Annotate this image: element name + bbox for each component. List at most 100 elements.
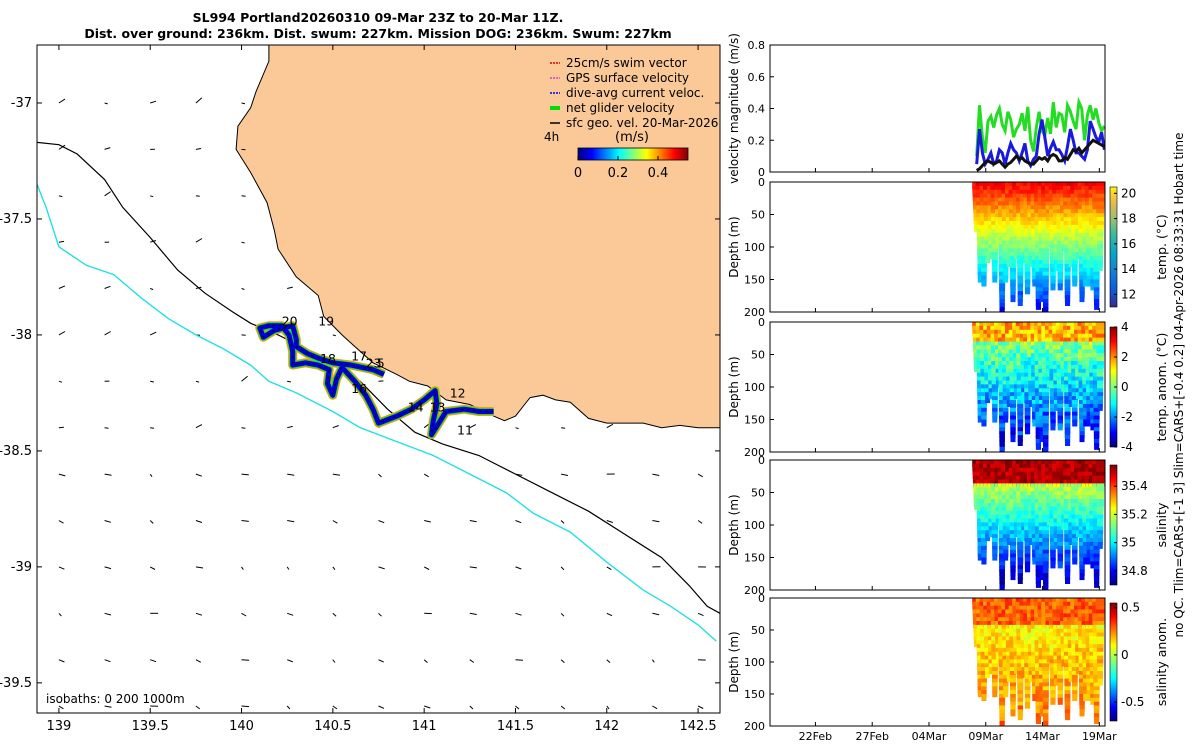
panel-y-tick-label: 100 (744, 656, 765, 669)
profile-cell (1050, 561, 1055, 568)
profile-cell (1098, 542, 1103, 549)
panel-y-tick-label: 150 (744, 552, 765, 565)
panel-colorbar-tick-label: -4 (1121, 440, 1133, 454)
current-vector (242, 428, 246, 429)
colorbar-prefix: 4h (544, 130, 559, 144)
current-vector (150, 381, 154, 382)
current-vector (196, 196, 200, 197)
profile-cell (1000, 447, 1005, 454)
dive-label: 19 (318, 314, 334, 329)
panel-y-tick-label: 200 (744, 720, 765, 733)
panel-x-tick-label: 14Mar (1025, 730, 1060, 743)
map-x-tick-label: 141 (412, 719, 437, 734)
panel-y-tick-label: 0 (758, 176, 765, 189)
panel-x-tick-label: 09Mar (968, 730, 1003, 743)
profile-cell (1043, 721, 1048, 728)
panel-colorbar-label: salinity (1154, 502, 1169, 547)
profile-cell (1094, 581, 1099, 588)
profile-cell (1098, 404, 1103, 411)
profile-cell (1043, 307, 1048, 314)
dive-label: 20 (282, 314, 298, 329)
profile-cell (1080, 709, 1085, 716)
profile-cell (992, 276, 997, 283)
panel-colorbar-tick-label: 16 (1121, 237, 1136, 251)
map-y-tick-label: -37 (11, 96, 32, 111)
panel-x-tick-label: 19Mar (1082, 730, 1117, 743)
profile-cell (1018, 299, 1023, 306)
panel-y-tick-label: 100 (744, 381, 765, 394)
panel-y-tick-label: 100 (744, 519, 765, 532)
panel-colorbar-tick-label: 20 (1121, 186, 1136, 200)
map-x-tick-label: 142 (594, 719, 619, 734)
map-y-tick-label: -37.5 (0, 212, 32, 227)
profile-cell (1094, 717, 1099, 724)
profile-cell (1036, 717, 1041, 724)
panel-colorbar-tick-label: -0.5 (1121, 695, 1144, 709)
profile-cell (1072, 280, 1077, 287)
profile-cell (1072, 558, 1077, 565)
panel-colorbar-tick-label: -2 (1121, 410, 1133, 424)
profile-cell (1072, 420, 1077, 427)
current-vector (516, 660, 523, 661)
panel-y-tick-label: 50 (751, 349, 765, 362)
panel-colorbar-label: temp. (°C) (1154, 214, 1169, 279)
profile-cell (1098, 679, 1103, 686)
panel-x-tick-label: 27Feb (855, 730, 888, 743)
panel-y-tick-label: 150 (744, 274, 765, 287)
profile-cell (1080, 573, 1085, 580)
profile-cell (1058, 283, 1063, 290)
dive-label: 11 (457, 423, 473, 438)
map-y-tick-label: -38 (11, 328, 32, 343)
profile-cell (1025, 702, 1030, 709)
panel-y-tick-label: 0.2 (748, 134, 766, 147)
panel-y-tick-label: 0 (758, 316, 765, 329)
colorbar-tick-label: 0.2 (608, 166, 629, 181)
legend-label: 25cm/s swim vector (566, 56, 687, 70)
current-vector (561, 428, 565, 429)
profile-cell (981, 558, 986, 565)
panel-colorbar-label: temp. anom. (°C) (1154, 333, 1169, 442)
map-x-tick-label: 142.5 (679, 719, 716, 734)
panel-colorbar-tick-label: 0 (1121, 648, 1129, 662)
profile-cell (1058, 698, 1063, 705)
profile-cell (1011, 435, 1016, 442)
panel-x-tick-label: 22Feb (799, 730, 832, 743)
panel-y-tick-label: 50 (751, 487, 765, 500)
panel-x-tick-label: 04Mar (912, 730, 947, 743)
current-vector (242, 660, 250, 661)
profile-cell (1058, 423, 1063, 430)
current-vector (287, 381, 291, 382)
panel-colorbar-tick-label: 35.4 (1121, 479, 1148, 493)
map-x-tick-label: 140 (229, 719, 254, 734)
profile-cell (1098, 264, 1103, 271)
profile-cell (1036, 443, 1041, 450)
profile-cell (1043, 585, 1048, 592)
dive-label: 17 (351, 348, 367, 363)
speed-colorbar (578, 148, 688, 160)
panel-y-tick-label: 0.4 (748, 103, 766, 116)
current-vector (242, 706, 250, 707)
current-vector (105, 428, 109, 429)
panel-y-tick-label: 0.8 (748, 39, 766, 52)
panel-colorbar-tick-label: 35.2 (1121, 507, 1148, 521)
chart-title-line1: SL994 Portland20260310 09-Mar 23Z to 20-… (193, 10, 564, 25)
panel-colorbar (1110, 187, 1117, 307)
dive-label: 18 (320, 351, 336, 366)
profile-cell (1072, 694, 1077, 701)
current-vector (242, 103, 246, 104)
dive-label: 14 (408, 400, 424, 415)
panel-y-label: velocity magnitude (m/s) (727, 33, 741, 184)
panel-colorbar (1110, 465, 1117, 585)
profile-cell (1018, 577, 1023, 584)
profile-cell (1025, 287, 1030, 294)
panel-y-label: Depth (m) (727, 631, 741, 692)
profile-cell (992, 554, 997, 561)
colorbar-tick-label: 0.4 (648, 166, 669, 181)
profile-cell (981, 420, 986, 427)
profile-cell (981, 280, 986, 287)
